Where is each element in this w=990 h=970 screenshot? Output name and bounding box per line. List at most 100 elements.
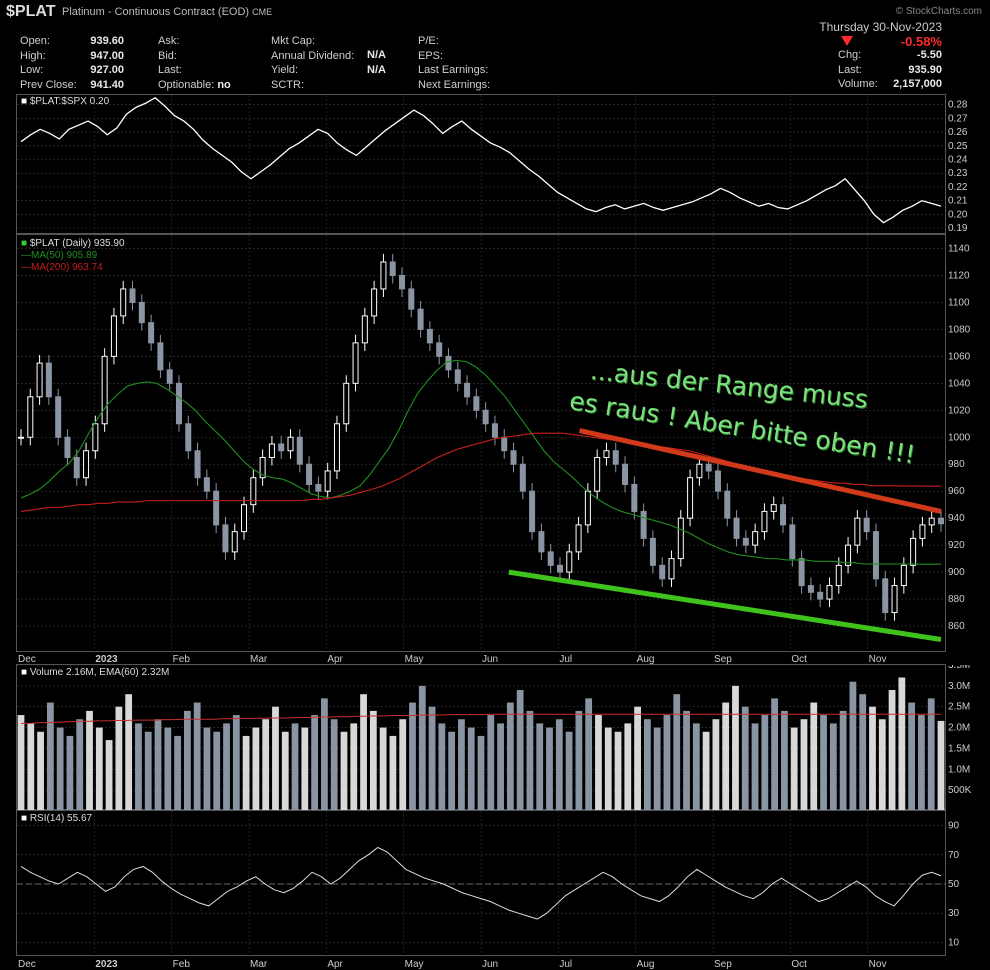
y-tick-label: 0.24 [948, 155, 968, 166]
watermark: © StockCharts.com [895, 6, 982, 17]
volume-bar [379, 727, 387, 811]
volume-bar [643, 719, 651, 811]
y-tick-label: 90 [948, 821, 960, 832]
candle-body [519, 463, 526, 492]
candle-body [36, 362, 43, 398]
x-tick-label: Feb [173, 654, 191, 665]
volume-bar [506, 702, 514, 811]
y-tick-label: 70 [948, 850, 960, 861]
x-tick-label: Oct [791, 654, 807, 665]
y-tick-label: 0.20 [948, 209, 968, 220]
volume-bar [105, 740, 113, 811]
volume-bar [272, 706, 279, 811]
y-tick-label: 1.0M [948, 764, 970, 775]
candle-body [73, 456, 80, 479]
volume-bar [144, 731, 152, 811]
candle-body [148, 322, 155, 344]
header-labels-col3: Mkt Cap: Annual Dividend: Yield: SCTR: [271, 35, 355, 91]
volume-bar [702, 731, 710, 811]
candle-body [185, 423, 192, 452]
volume-bar [565, 731, 573, 811]
y-tick-label: 1040 [948, 378, 971, 389]
candle-body [594, 456, 601, 492]
price-panel: 1140 1120 1100 1080 1060 1040 1020 1000 980 960 94… [16, 234, 971, 653]
volume-bar [448, 731, 456, 811]
x-axis-rsi: Dec 2023 Feb Mar Apr May Jun Jul Aug Sep Oct Nov [18, 959, 886, 970]
y-tick-label: 3.0M [948, 681, 970, 692]
header-labels-col5: Chg: Last: Volume: [838, 49, 878, 90]
volume-bar [732, 685, 739, 811]
y-tick-label: 500K [948, 785, 972, 796]
y-tick-label: 940 [948, 513, 965, 524]
candle-body [826, 585, 833, 600]
candle-body [45, 362, 52, 398]
y-tick-label: 3.5M [948, 665, 970, 671]
rsi-line [20, 846, 942, 920]
volume-bar [125, 694, 133, 811]
candle-body [231, 531, 238, 553]
volume-bar [624, 723, 632, 811]
candle-body [138, 301, 145, 324]
candle-body [891, 585, 898, 614]
volume-bar [849, 681, 857, 811]
candle-body [742, 537, 749, 546]
candle-body [612, 450, 619, 465]
candle-body [175, 382, 182, 425]
volume-bar [634, 706, 641, 811]
candle-body [55, 396, 62, 438]
candle-body [538, 531, 545, 553]
volume-bar [17, 715, 25, 811]
x-tick-label: Oct [791, 959, 807, 970]
volume-bar [95, 727, 103, 811]
candle-body [268, 443, 275, 458]
candle-body [436, 342, 443, 357]
volume-bar [614, 731, 622, 811]
x-tick-label: Dec [18, 959, 36, 970]
ratio-chart: 0.28 0.27 0.26 0.25 0.24 0.23 0.22 0.21 0.20 0.19 [17, 95, 968, 235]
volume-bar [810, 702, 818, 811]
volume-bar [203, 727, 211, 811]
header-values-col3: N/A N/A [367, 49, 386, 76]
y-tick-label: 880 [948, 594, 965, 605]
candle-body [389, 261, 396, 276]
volume-bar [350, 723, 358, 811]
volume-bar [154, 719, 162, 811]
candle-body [566, 551, 573, 573]
rsi-panel: 90 70 50 30 10 ■ RSI(14) 55.67 [16, 810, 960, 957]
volume-bar [683, 710, 690, 811]
volume-bar [76, 719, 84, 811]
volume-bar [223, 723, 230, 811]
y-tick-label: 860 [948, 621, 965, 632]
volume-bar [516, 690, 524, 811]
y-tick-label: 2.5M [948, 702, 970, 713]
x-tick-label: Feb [173, 959, 191, 970]
candle-body [761, 510, 768, 533]
down-triangle-icon [841, 36, 853, 46]
header-values-col1: 939.60 947.00 927.00 941.40 [90, 35, 124, 91]
candle-body [603, 450, 610, 458]
y-tick-label: 30 [948, 908, 960, 919]
candle-body [18, 436, 24, 439]
ratio-legend: ■ $PLAT:$SPX 0.20 [21, 96, 110, 107]
x-tick-label: Nov [869, 654, 887, 665]
candle-body [854, 517, 861, 546]
ma50-line [20, 359, 941, 565]
volume-bar [399, 719, 407, 811]
volume-bar [321, 698, 328, 811]
volume-bar [555, 719, 563, 811]
y-tick-label: 1000 [948, 432, 971, 443]
volume-bar [477, 735, 485, 811]
volume-bar [330, 719, 338, 811]
volume-bar [497, 723, 504, 811]
candle-body [27, 396, 34, 438]
candle-body [464, 382, 471, 398]
x-axis-price: Dec 2023 Feb Mar Apr May Jun Jul Aug Sep Oct Nov [18, 654, 887, 665]
candle-body [789, 524, 796, 560]
candle-body [529, 490, 536, 533]
volume-bar [908, 702, 916, 811]
candle-body [380, 261, 387, 290]
change-percent: -0.58% [900, 34, 942, 49]
x-tick-label: Apr [327, 959, 343, 970]
volume-bar [360, 694, 367, 811]
candle-body [900, 564, 907, 587]
